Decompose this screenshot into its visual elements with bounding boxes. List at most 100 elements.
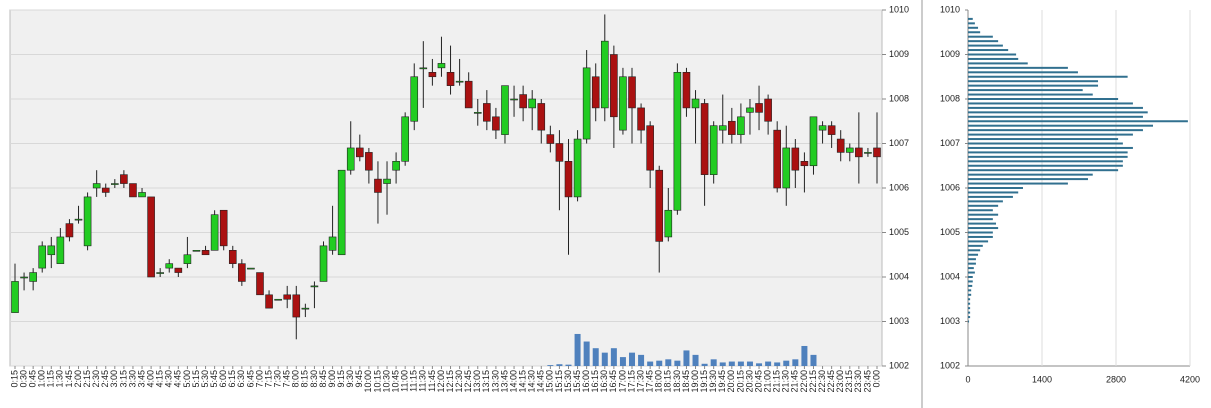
y-tick-label: 1004 xyxy=(940,271,960,281)
profile-bar xyxy=(968,106,1143,109)
candle-body xyxy=(101,187,110,193)
profile-bar xyxy=(968,22,975,25)
profile-bar xyxy=(968,289,972,292)
x-tick-label: 17:15 xyxy=(626,370,636,393)
profile-bar xyxy=(968,98,1119,100)
profile-bar xyxy=(968,155,1128,158)
profile-bar xyxy=(968,320,970,323)
candle-body xyxy=(210,214,219,251)
volume-bar xyxy=(638,354,645,366)
x-tick-label: 12:30 xyxy=(454,370,464,393)
profile-bar xyxy=(968,267,974,270)
candle-body xyxy=(346,147,355,171)
x-tick-label: 19:30 xyxy=(708,370,718,393)
profile-bar xyxy=(968,138,1119,141)
y-tick-label: 1009 xyxy=(889,49,909,59)
candle-body xyxy=(401,116,409,162)
candle-body xyxy=(483,103,491,122)
candle-body xyxy=(800,161,809,167)
candle-body xyxy=(410,76,419,122)
x-tick-label: 7:15 xyxy=(263,370,273,388)
candle-body xyxy=(11,281,19,313)
profile-bar xyxy=(968,262,976,265)
profile-bar xyxy=(968,244,983,247)
x-tick-label: 21:30 xyxy=(781,370,791,393)
x-tick-label: 6:30 xyxy=(236,370,246,388)
x-tick-label: 16:00 xyxy=(581,370,591,393)
profile-bar xyxy=(968,53,1017,56)
candle-body xyxy=(728,120,736,135)
x-tick-label: 1400 xyxy=(1032,374,1052,384)
x-tick-label: 13:45 xyxy=(499,370,509,393)
profile-bar xyxy=(968,200,1003,203)
profile-bar xyxy=(968,49,1009,52)
candle-body xyxy=(546,134,555,144)
candle-body xyxy=(582,67,591,140)
candle-body xyxy=(855,147,863,158)
profile-bar xyxy=(968,57,1019,60)
candle-body xyxy=(129,183,137,198)
profile-bar xyxy=(968,66,1068,69)
y-tick-label: 1008 xyxy=(940,93,960,103)
x-tick-label: 12:00 xyxy=(436,370,446,393)
candle-body xyxy=(419,67,428,70)
candle-body xyxy=(274,298,282,301)
profile-bar xyxy=(968,44,1003,47)
x-tick-label: 8:30 xyxy=(309,370,319,388)
x-tick-label: 15:00 xyxy=(545,370,555,393)
candle-body xyxy=(47,245,56,256)
x-tick-label: 8:45 xyxy=(318,370,328,388)
candle-body xyxy=(610,54,618,118)
profile-bar xyxy=(968,142,1123,145)
profile-bar xyxy=(968,280,973,283)
candle-body xyxy=(764,98,772,122)
candle-body xyxy=(65,223,74,238)
candle-body xyxy=(301,307,310,310)
x-tick-label: 15:15 xyxy=(554,370,564,393)
volume-bar xyxy=(683,350,690,366)
x-tick-label: 11:00 xyxy=(400,370,410,392)
volume-bar xyxy=(746,361,753,366)
candle-body xyxy=(156,272,164,274)
x-tick-label: 18:00 xyxy=(654,370,664,393)
candle-body xyxy=(700,103,709,175)
candle-body xyxy=(492,116,500,131)
x-tick-label: 17:00 xyxy=(617,370,627,393)
profile-bar xyxy=(968,62,1028,65)
volume-bar xyxy=(565,364,572,366)
x-tick-label: 18:45 xyxy=(681,370,691,393)
x-tick-label: 3:00 xyxy=(109,370,119,388)
y-tick-label: 1002 xyxy=(889,360,909,370)
candle-body xyxy=(265,294,273,309)
candle-body xyxy=(437,63,446,69)
volume-bar xyxy=(574,333,581,366)
profile-bar xyxy=(968,311,971,314)
x-tick-label: 21:45 xyxy=(790,370,800,393)
candle-body xyxy=(138,192,146,198)
x-tick-label: 14:00 xyxy=(508,370,518,393)
candle-body xyxy=(256,272,264,296)
x-tick-label: 5:15 xyxy=(191,370,201,388)
profile-bar xyxy=(968,129,1143,132)
x-tick-label: 18:15 xyxy=(663,370,673,393)
candle-body xyxy=(791,147,800,171)
volume-bar xyxy=(710,359,717,366)
profile-bar xyxy=(968,40,999,43)
candle-body xyxy=(718,125,727,131)
profile-bar xyxy=(968,235,993,238)
volume-bar xyxy=(610,348,617,366)
profile-bar xyxy=(968,75,1128,78)
profile-bar xyxy=(968,222,997,225)
candle-body xyxy=(228,250,237,264)
x-tick-label: 12:45 xyxy=(463,370,473,393)
candle-body xyxy=(646,125,654,171)
x-tick-label: 14:30 xyxy=(527,370,537,393)
y-tick-label: 1009 xyxy=(940,49,960,59)
volume-bar xyxy=(665,359,672,366)
candle-body xyxy=(737,116,745,135)
volume-bar xyxy=(656,360,663,366)
volume-bar xyxy=(810,354,817,366)
candle-body xyxy=(56,236,65,264)
candle-body xyxy=(111,183,119,185)
